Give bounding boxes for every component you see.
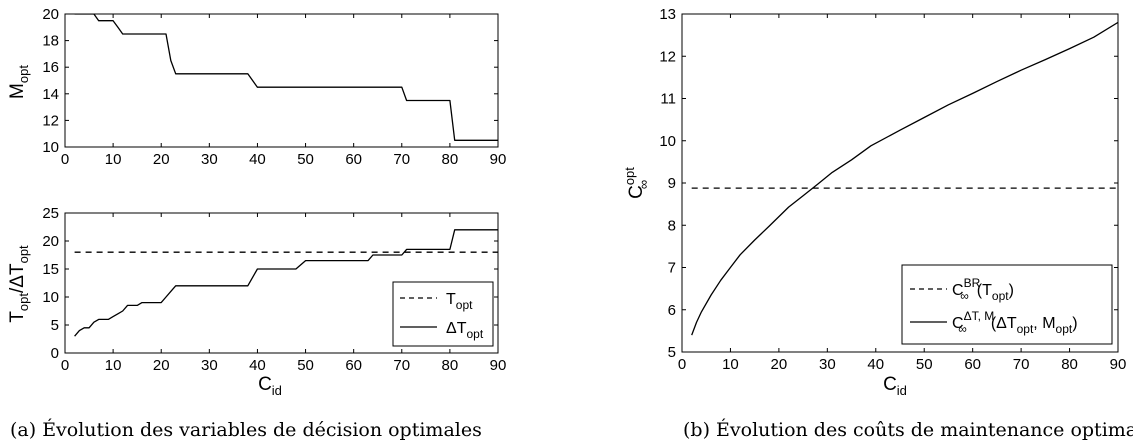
x-tick-label: 30 bbox=[819, 356, 836, 373]
x-tick-label: 10 bbox=[722, 356, 739, 373]
x-tick-label: 60 bbox=[345, 357, 362, 374]
x-tick-label: 0 bbox=[678, 356, 686, 373]
x-tick-label: 30 bbox=[201, 151, 218, 168]
y-tick-label: 18 bbox=[42, 33, 59, 50]
y-tick-label: 13 bbox=[659, 6, 676, 23]
legend-a-bottom: Topt ΔTopt bbox=[392, 281, 494, 347]
legend-label-C-BR: CBR ∞ (Topt) bbox=[952, 276, 1014, 303]
y-tick-label: 20 bbox=[42, 6, 59, 23]
x-tick-label: 40 bbox=[867, 356, 884, 373]
x-tick-label: 20 bbox=[153, 357, 170, 374]
x-ticks-a-top: 0 10 20 30 40 50 60 70 80 90 bbox=[61, 14, 507, 168]
series-line-b-1 bbox=[691, 21, 1118, 336]
x-tick-label: 80 bbox=[442, 357, 459, 374]
legend-label-C-dTM: CΔT, M ∞ (ΔTopt, Mopt) bbox=[952, 309, 1078, 336]
y-tick-label: 0 bbox=[51, 345, 59, 362]
y-ticks-b: 5 6 7 8 9 10 11 12 13 bbox=[659, 6, 1118, 361]
x-tick-label: 30 bbox=[201, 357, 218, 374]
x-tick-label: 50 bbox=[916, 356, 933, 373]
series-b bbox=[691, 21, 1118, 336]
xlabel-b: Cid bbox=[883, 374, 907, 398]
series-a-top bbox=[74, 14, 498, 141]
x-tick-label: 40 bbox=[249, 151, 266, 168]
x-tick-label: 70 bbox=[393, 357, 410, 374]
x-tick-label: 0 bbox=[61, 357, 69, 374]
plot-frame-a-top bbox=[64, 13, 499, 148]
y-tick-label: 11 bbox=[660, 91, 676, 108]
y-tick-label: 10 bbox=[42, 139, 59, 156]
caption-b: (b) Évolution des coûts de maintenance o… bbox=[683, 418, 1133, 441]
x-tick-label: 90 bbox=[490, 357, 507, 374]
caption-a: (a) Évolution des variables de décision … bbox=[10, 418, 482, 441]
y-tick-label: 20 bbox=[42, 233, 59, 250]
x-tick-label: 80 bbox=[1061, 356, 1078, 373]
x-tick-label: 70 bbox=[1013, 356, 1030, 373]
x-tick-label: 40 bbox=[249, 357, 266, 374]
x-tick-label: 0 bbox=[61, 151, 69, 168]
x-tick-label: 50 bbox=[297, 151, 314, 168]
legend-box-b bbox=[901, 264, 1113, 345]
y-tick-label: 25 bbox=[42, 205, 59, 222]
x-tick-label: 60 bbox=[345, 151, 362, 168]
y-ticks-a-bottom: 0 5 10 15 20 25 bbox=[42, 205, 498, 362]
y-tick-label: 12 bbox=[42, 112, 59, 129]
x-tick-label: 20 bbox=[771, 356, 788, 373]
x-tick-label: 70 bbox=[393, 151, 410, 168]
y-tick-label: 10 bbox=[42, 289, 59, 306]
y-tick-label: 16 bbox=[42, 59, 59, 76]
plot-frame-a-bottom bbox=[64, 212, 499, 354]
legend-label-T-opt: Topt bbox=[446, 291, 473, 312]
ylabel-b: Copt∞ bbox=[622, 167, 651, 199]
x-tick-label: 50 bbox=[297, 357, 314, 374]
y-tick-label: 12 bbox=[659, 48, 676, 65]
xlabel-a-bottom: Cid bbox=[258, 374, 282, 398]
y-tick-label: 7 bbox=[668, 260, 676, 277]
x-tick-label: 10 bbox=[105, 357, 122, 374]
x-tick-label: 90 bbox=[490, 151, 507, 168]
y-tick-label: 15 bbox=[42, 261, 59, 278]
x-ticks-a-bottom: 0 10 20 30 40 50 60 70 80 90 bbox=[61, 213, 507, 374]
legend-b: CBR ∞ (Topt) CΔT, M ∞ (ΔTopt, Mopt) bbox=[901, 264, 1113, 345]
series-line-a1-0 bbox=[74, 14, 498, 141]
y-tick-label: 5 bbox=[668, 344, 676, 361]
ylabel-a-top: Mopt bbox=[7, 65, 31, 99]
y-tick-label: 6 bbox=[668, 302, 676, 319]
x-tick-label: 60 bbox=[964, 356, 981, 373]
x-tick-label: 10 bbox=[105, 151, 122, 168]
y-tick-label: 5 bbox=[51, 317, 59, 334]
legend-label-dT-opt: ΔTopt bbox=[446, 320, 484, 341]
y-tick-label: 10 bbox=[659, 133, 676, 150]
y-tick-label: 9 bbox=[668, 175, 676, 192]
x-tick-label: 20 bbox=[153, 151, 170, 168]
ylabel-a-bottom: Topt/ΔTopt bbox=[7, 245, 31, 323]
x-ticks-b: 0 10 20 30 40 50 60 70 80 90 bbox=[678, 14, 1127, 373]
x-tick-label: 90 bbox=[1110, 356, 1127, 373]
series-a-bottom bbox=[74, 229, 498, 337]
y-ticks-a-top: 10 12 14 16 18 20 bbox=[42, 6, 498, 156]
series-line-a2-1 bbox=[74, 229, 498, 337]
x-tick-label: 80 bbox=[442, 151, 459, 168]
y-tick-label: 8 bbox=[668, 217, 676, 234]
y-tick-label: 14 bbox=[42, 86, 59, 103]
legend-box-a-bottom bbox=[392, 281, 494, 347]
chart-a-bottom: 0 10 20 30 40 50 60 70 80 90 0 5 10 15 20 25 Topt/ΔTop… bbox=[7, 205, 506, 398]
